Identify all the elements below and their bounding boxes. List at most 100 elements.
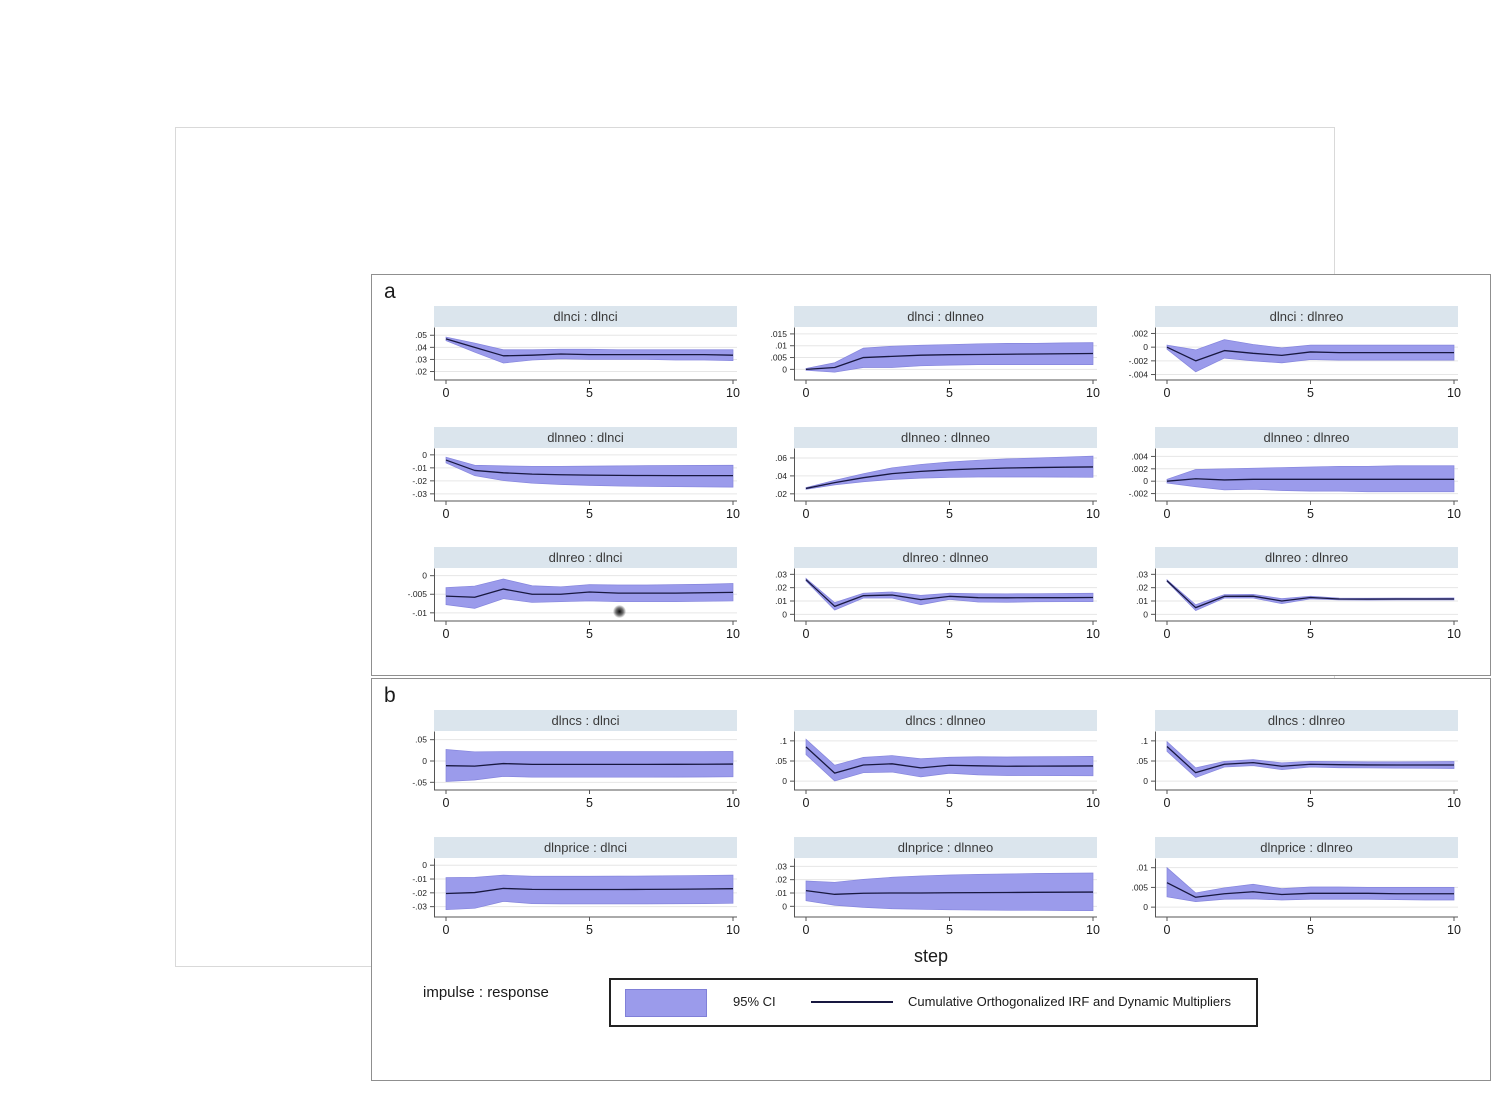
ci-band-swatch — [625, 989, 707, 1017]
y-tick-label: .03 — [775, 569, 787, 579]
subplot-plot-area: 0 -.01 -.02 -.03 0 5 10 — [412, 448, 740, 521]
x-tick-label: 5 — [586, 386, 593, 400]
y-tick-label: -.002 — [1129, 489, 1149, 499]
x-tick-label: 0 — [1164, 923, 1171, 937]
y-tick-label: .02 — [1136, 583, 1148, 593]
y-tick-label: .02 — [775, 489, 787, 499]
x-tick-label: 0 — [803, 923, 810, 937]
y-tick-label: .04 — [415, 342, 427, 352]
y-tick-label: .02 — [415, 367, 427, 377]
subplot: dlnci : dlnneo .015.01.005 0 0 5 10 — [732, 306, 1100, 403]
x-tick-label: 10 — [1447, 386, 1461, 400]
x-tick-label: 10 — [726, 386, 740, 400]
y-tick-label: .1 — [780, 736, 787, 746]
subplot: dlnci : dlnreo .002 0 -.002 -.004 0 5 10 — [1093, 306, 1461, 403]
x-tick-label: 10 — [1447, 627, 1461, 641]
subplot-title: dlnreo : dlnreo — [1155, 547, 1458, 568]
y-tick-label: .002 — [1131, 328, 1148, 338]
y-tick-label: .015 — [770, 329, 787, 339]
x-tick-label: 10 — [1086, 507, 1100, 521]
y-tick-label: .005 — [1131, 882, 1148, 892]
x-tick-label: 5 — [586, 796, 593, 810]
x-tick-label: 5 — [946, 507, 953, 521]
y-tick-label: .01 — [1136, 596, 1148, 606]
x-tick-label: 5 — [946, 923, 953, 937]
y-tick-label: 0 — [1143, 342, 1148, 352]
subplot: dlncs : dlnreo .1 .05 0 0 5 10 — [1093, 710, 1461, 813]
y-tick-label: 0 — [1143, 902, 1148, 912]
y-tick-label: 0 — [1143, 476, 1148, 486]
y-tick-label: -.02 — [412, 888, 427, 898]
subplot: dlnci : dlnci .05 .04 .03 .02 0 5 10 — [372, 306, 740, 403]
subplot: dlnprice : dlnci 0 -.01 -.02 -.03 0 5 10 — [372, 837, 740, 940]
y-tick-label: .02 — [775, 583, 787, 593]
x-tick-label: 0 — [803, 796, 810, 810]
y-tick-label: .06 — [775, 453, 787, 463]
x-tick-label: 10 — [726, 796, 740, 810]
subplot: dlncs : dlnci .05 0 -.05 0 5 10 — [372, 710, 740, 813]
y-tick-label: -.03 — [412, 489, 427, 499]
y-tick-label: .01 — [1136, 863, 1148, 873]
x-tick-label: 0 — [443, 796, 450, 810]
impulse-response-note: impulse : response — [423, 984, 549, 1001]
y-tick-label: -.005 — [408, 589, 428, 599]
subplot: dlnneo : dlnci 0 -.01 -.02 -.03 0 5 10 — [372, 427, 740, 524]
smudge-artifact — [613, 605, 626, 618]
subplot-plot-area: .002 0 -.002 -.004 0 5 10 — [1129, 327, 1461, 400]
y-tick-label: .05 — [415, 330, 427, 340]
x-tick-label: 10 — [1447, 507, 1461, 521]
y-tick-label: .03 — [1136, 569, 1148, 579]
y-tick-label: 0 — [782, 364, 787, 374]
subplot: dlnprice : dlnreo .01 .005 0 0 5 10 — [1093, 837, 1461, 940]
x-tick-label: 10 — [726, 923, 740, 937]
legend: 95% CI Cumulative Orthogonalized IRF and… — [609, 978, 1258, 1027]
x-tick-label: 10 — [726, 507, 740, 521]
y-tick-label: 0 — [782, 901, 787, 911]
subplot: dlnreo : dlnneo .03 .02 .01 0 0 5 10 — [732, 547, 1100, 644]
x-tick-label: 0 — [443, 923, 450, 937]
y-tick-label: -.02 — [412, 476, 427, 486]
x-tick-label: 0 — [803, 507, 810, 521]
subplot-title: dlnneo : dlnneo — [794, 427, 1097, 448]
subplot: dlncs : dlnneo .1 .05 0 0 5 10 — [732, 710, 1100, 813]
x-tick-label: 0 — [443, 507, 450, 521]
x-tick-label: 10 — [1086, 796, 1100, 810]
subplot-plot-area: .05 .04 .03 .02 0 5 10 — [415, 327, 740, 400]
subplot-title: dlnneo : dlnreo — [1155, 427, 1458, 448]
x-tick-label: 0 — [1164, 627, 1171, 641]
subplot-plot-area: .06 .04 .02 0 5 10 — [775, 448, 1100, 521]
x-tick-label: 10 — [726, 627, 740, 641]
x-tick-label: 5 — [1307, 796, 1314, 810]
subplot-title: dlnprice : dlnneo — [794, 837, 1097, 858]
y-tick-label: .004 — [1131, 451, 1148, 461]
x-axis-title: step — [913, 946, 949, 966]
x-tick-label: 5 — [946, 796, 953, 810]
subplot-plot-area: .1 .05 0 0 5 10 — [775, 731, 1100, 810]
x-tick-label: 5 — [586, 923, 593, 937]
y-tick-label: 0 — [422, 860, 427, 870]
x-tick-label: 5 — [1307, 386, 1314, 400]
x-tick-label: 10 — [1086, 627, 1100, 641]
irf-line-sample — [811, 1001, 893, 1003]
x-tick-label: 0 — [443, 627, 450, 641]
subplot-title: dlncs : dlnreo — [1155, 710, 1458, 731]
subplot: dlnneo : dlnreo .004 .002 0 -.002 0 5 10 — [1093, 427, 1461, 524]
x-tick-label: 10 — [1086, 923, 1100, 937]
subplot-plot-area: .1 .05 0 0 5 10 — [1136, 731, 1461, 810]
x-tick-label: 0 — [803, 386, 810, 400]
subplot-plot-area: .01 .005 0 0 5 10 — [1131, 858, 1461, 937]
subplot: dlnprice : dlnneo .03 .02 .01 0 0 5 10 — [732, 837, 1100, 940]
y-tick-label: 0 — [422, 571, 427, 581]
x-tick-label: 10 — [1086, 386, 1100, 400]
subplot-title: dlnci : dlnneo — [794, 306, 1097, 327]
y-tick-label: -.05 — [412, 777, 427, 787]
subplot: dlnreo : dlnreo .03 .02 .01 0 0 5 10 — [1093, 547, 1461, 644]
subplot-plot-area: .004 .002 0 -.002 0 5 10 — [1129, 448, 1461, 521]
panel-b: b dlncs : dlnci .05 0 -.05 0 5 10 dlncs : dlnne… — [371, 678, 1491, 1081]
y-tick-label: -.03 — [412, 902, 427, 912]
subplot-title: dlnneo : dlnci — [434, 427, 737, 448]
subplot-plot-area: .03 .02 .01 0 0 5 10 — [775, 568, 1100, 641]
x-tick-label: 5 — [1307, 923, 1314, 937]
subplot-title: dlncs : dlnneo — [794, 710, 1097, 731]
